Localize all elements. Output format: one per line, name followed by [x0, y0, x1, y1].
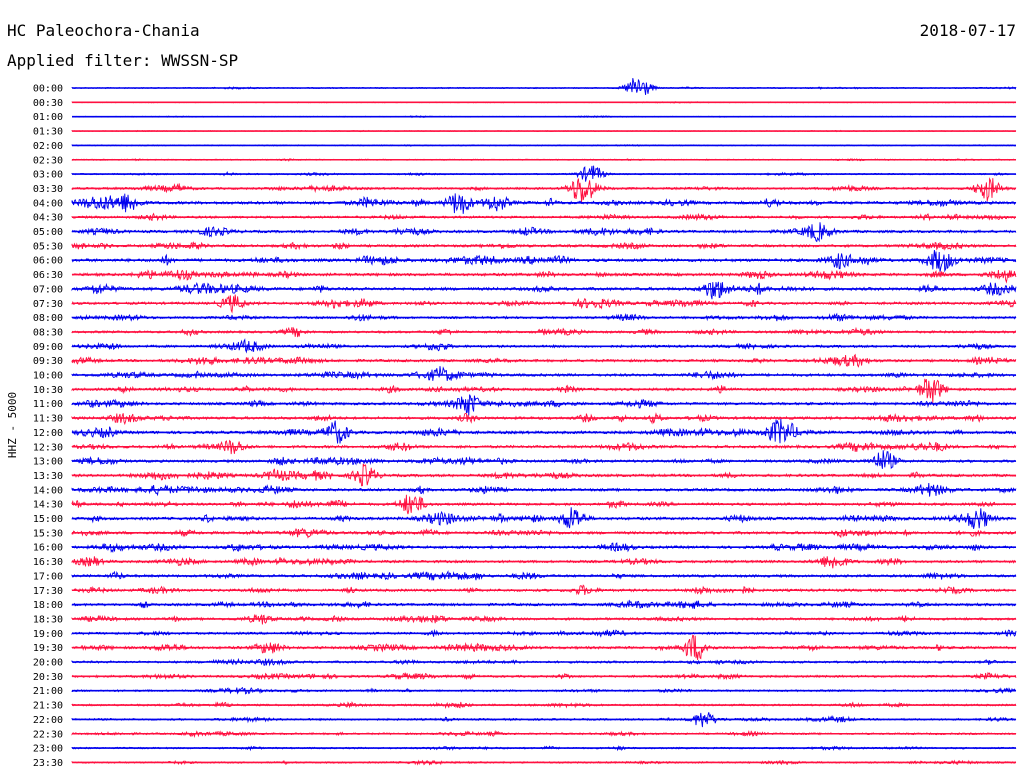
trace-0700 — [71, 281, 1017, 300]
row-time-label: 02:00 — [33, 141, 63, 152]
row-time-label: 13:30 — [33, 471, 63, 482]
row-time-label: 10:30 — [33, 385, 63, 396]
row-time-label: 07:30 — [33, 299, 63, 310]
row-time-label: 07:00 — [33, 284, 63, 295]
row-time-label: 21:00 — [33, 686, 63, 697]
row-time-label: 19:00 — [33, 629, 63, 640]
row-time-label: 01:00 — [33, 112, 63, 123]
row-time-label: 20:00 — [33, 658, 63, 669]
trace-0330 — [71, 177, 1017, 203]
row-time-label: 03:00 — [33, 170, 63, 181]
row-time-label: 11:00 — [33, 399, 63, 410]
row-time-label: 10:00 — [33, 371, 63, 382]
trace-1000 — [71, 366, 1017, 381]
row-time-label: 22:30 — [33, 729, 63, 740]
row-time-label: 16:00 — [33, 543, 63, 554]
row-time-label: 23:00 — [33, 744, 63, 755]
row-time-label: 06:00 — [33, 256, 63, 267]
row-time-label: 18:00 — [33, 600, 63, 611]
trace-1030 — [71, 378, 1017, 403]
row-time-label: 19:30 — [33, 643, 63, 654]
row-time-label: 21:30 — [33, 701, 63, 712]
row-time-label: 09:00 — [33, 342, 63, 353]
row-time-label: 05:00 — [33, 227, 63, 238]
row-time-label: 17:00 — [33, 571, 63, 582]
date-label: 2018-07-17 — [919, 21, 1016, 40]
filter-label: Applied filter: WWSSN-SP — [7, 51, 239, 70]
trace-1200 — [71, 418, 1016, 444]
trace-0600 — [71, 249, 1017, 273]
row-time-label: 13:00 — [33, 457, 63, 468]
row-time-label: 18:30 — [33, 614, 63, 625]
station-title: HC Paleochora-Chania — [7, 21, 200, 40]
row-time-label: 04:00 — [33, 198, 63, 209]
row-time-label: 12:00 — [33, 428, 63, 439]
row-time-label: 20:30 — [33, 672, 63, 683]
row-time-label: 01:30 — [33, 127, 63, 138]
trace-0630 — [71, 269, 1017, 284]
row-time-label: 12:30 — [33, 442, 63, 453]
row-time-label: 03:30 — [33, 184, 63, 195]
row-time-label: 15:30 — [33, 528, 63, 539]
row-time-label: 00:00 — [33, 84, 63, 95]
row-time-label: 16:30 — [33, 557, 63, 568]
row-time-label: 02:30 — [33, 155, 63, 166]
row-time-label: 00:30 — [33, 98, 63, 109]
channel-label: HHZ - 5000 — [6, 392, 19, 458]
row-time-label: 14:30 — [33, 500, 63, 511]
row-time-label: 08:00 — [33, 313, 63, 324]
row-time-label: 23:30 — [33, 758, 63, 769]
row-time-label: 06:30 — [33, 270, 63, 281]
row-time-label: 14:00 — [33, 485, 63, 496]
row-time-label: 15:00 — [33, 514, 63, 525]
trace-1300 — [71, 450, 1017, 470]
row-time-label: 11:30 — [33, 414, 63, 425]
trace-0000 — [71, 78, 1017, 95]
row-time-label: 08:30 — [33, 327, 63, 338]
row-time-label: 17:30 — [33, 586, 63, 597]
trace-1100 — [71, 394, 1017, 416]
row-time-label: 04:30 — [33, 213, 63, 224]
row-time-label: 05:30 — [33, 241, 63, 252]
row-time-label: 22:00 — [33, 715, 63, 726]
row-time-label: 09:30 — [33, 356, 63, 367]
